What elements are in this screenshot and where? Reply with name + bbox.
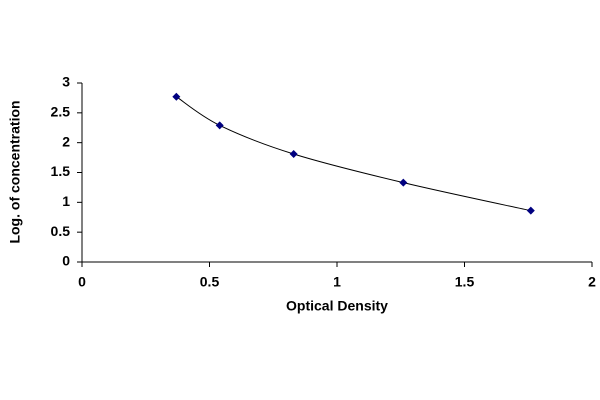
y-tick-label: 3 <box>62 74 70 90</box>
y-axis-label: Log. of concentration <box>7 100 23 243</box>
fit-line <box>176 96 531 212</box>
y-tick-label: 1.5 <box>51 163 71 179</box>
y-tick-label: 2.5 <box>51 104 71 120</box>
point <box>172 92 181 101</box>
x-tick-label: 2 <box>588 274 596 290</box>
point <box>289 150 298 159</box>
y-tick-label: 2 <box>62 133 70 149</box>
x-tick-label: 1.5 <box>455 274 475 290</box>
point <box>215 121 224 130</box>
y-tick-label: 0 <box>62 253 70 269</box>
x-tick-label: 1 <box>333 274 341 290</box>
x-tick-label: 0.5 <box>200 274 220 290</box>
x-tick-label: 0 <box>78 274 86 290</box>
y-tick-label: 0.5 <box>51 223 71 239</box>
y-tick-label: 1 <box>62 193 70 209</box>
x-axis-label: Optical Density <box>286 298 388 314</box>
point <box>526 206 535 215</box>
point <box>399 178 408 187</box>
